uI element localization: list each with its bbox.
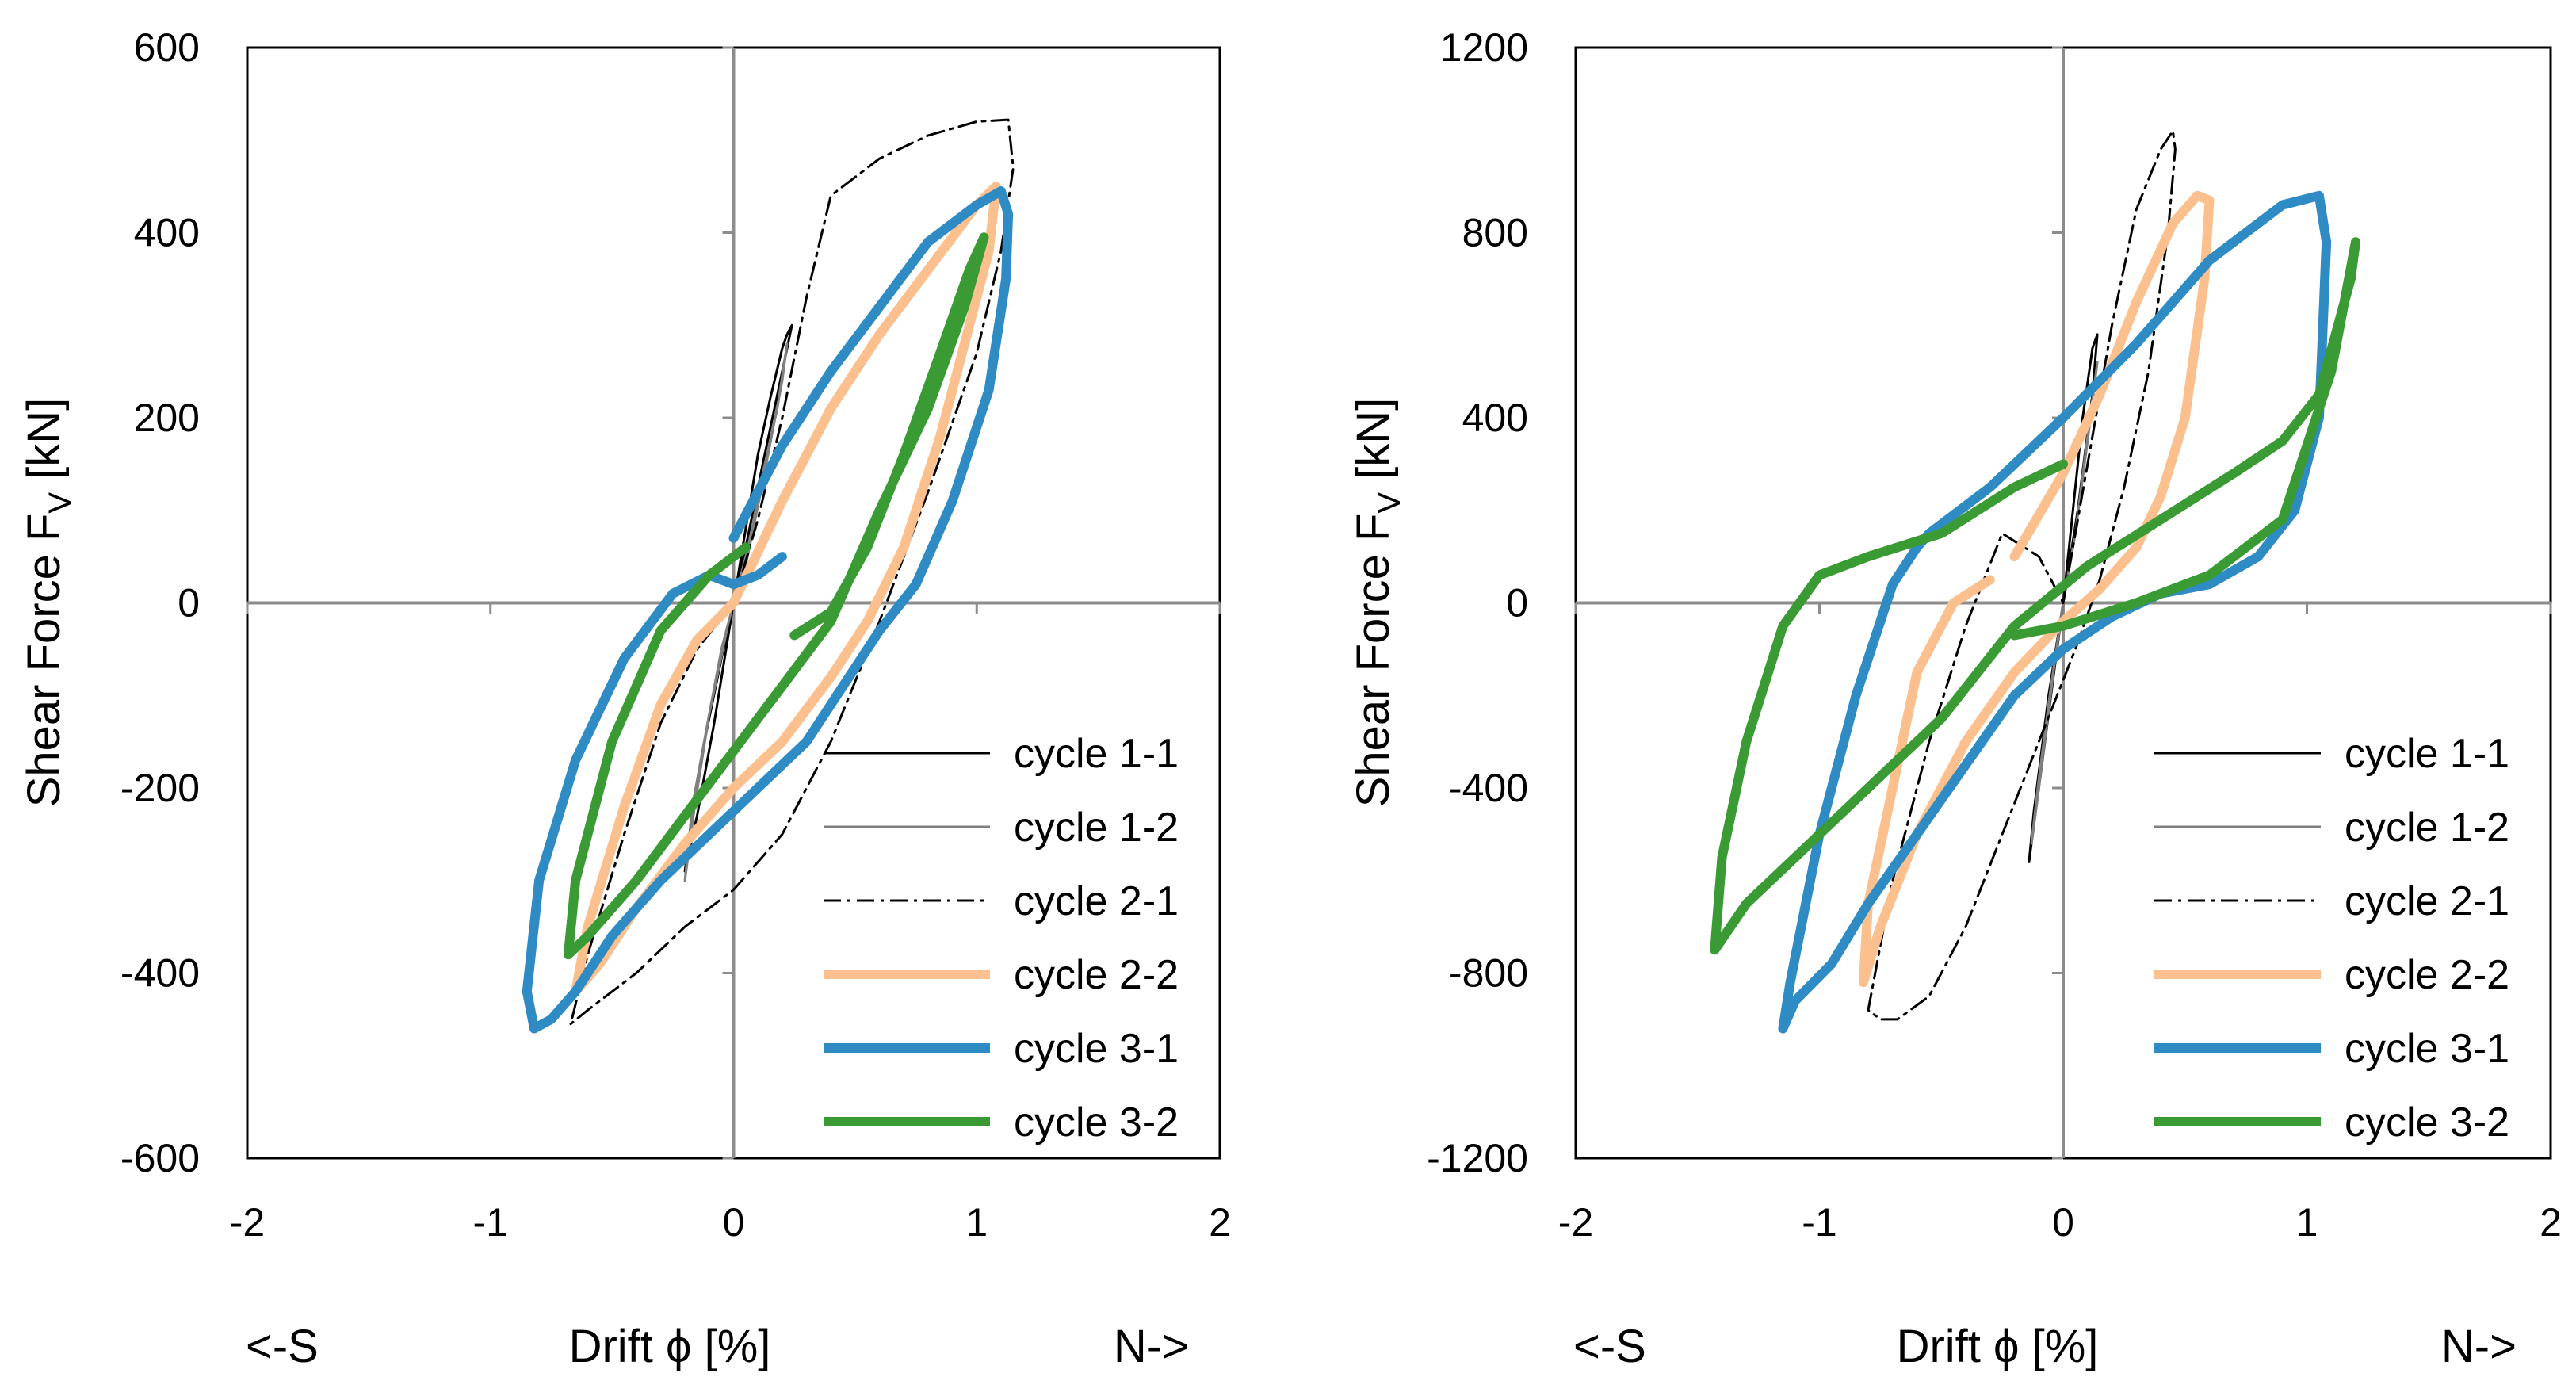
- series-right: [1710, 129, 2360, 1034]
- chart-panel-right: 1200 800 400 0 -400 -800 -1200 -2 -1 0 1 2 cycle 1…: [1347, 25, 2562, 1372]
- y-tick-label: 800: [1462, 211, 1528, 255]
- legend-label: cycle 3-1: [1014, 1026, 1179, 1072]
- series-line-cycle-2-2: [1858, 190, 2215, 988]
- y-tick-label: -200: [120, 766, 200, 810]
- legend-label: cycle 3-2: [2345, 1100, 2509, 1145]
- legend-label: cycle 2-1: [2345, 878, 2509, 924]
- y-tick-label: -800: [1449, 951, 1528, 996]
- y-axis-label-left: Shear Force FV [kN]: [18, 398, 78, 808]
- series-line-cycle-3-1: [1778, 190, 2332, 1034]
- y-tick-label: 1200: [1440, 25, 1528, 70]
- direction-south-left: <-S: [246, 1321, 319, 1372]
- x-tick-label: 1: [2296, 1200, 2318, 1245]
- x-tick-label: 2: [1209, 1200, 1231, 1245]
- y-tick-label: -400: [1449, 766, 1528, 810]
- legend-label: cycle 3-2: [1014, 1100, 1179, 1145]
- y-tick-label: -400: [120, 951, 200, 996]
- y-tick-label: 200: [134, 396, 200, 440]
- x-tick-label: -1: [1802, 1200, 1836, 1245]
- legend-right: cycle 1-1 cycle 1-2 cycle 2-1 cycle 2-2 cycl…: [2154, 731, 2509, 1145]
- legend-label: cycle 2-1: [1014, 878, 1179, 924]
- series-line-cycle-3-2: [1710, 237, 2360, 955]
- y-tick-label: -1200: [1427, 1136, 1528, 1180]
- series-line-cycle-2-2: [571, 182, 1001, 996]
- legend-label: cycle 3-1: [2345, 1026, 2509, 1072]
- y-tick-label: -600: [120, 1136, 200, 1180]
- legend-left: cycle 1-1 cycle 1-2 cycle 2-1 cycle 2-2 cycl…: [824, 731, 1179, 1145]
- x-tick-label: -1: [473, 1200, 508, 1245]
- legend-label: cycle 1-2: [2345, 805, 2509, 851]
- direction-north-left: N->: [1114, 1321, 1189, 1372]
- legend-label: cycle 1-1: [2345, 731, 2509, 777]
- y-tick-label: 400: [1462, 396, 1528, 440]
- x-tick-label: 1: [965, 1200, 988, 1245]
- x-tick-labels-right: -2 -1 0 1 2: [1558, 1200, 2562, 1245]
- x-tick-label: 0: [2052, 1200, 2074, 1245]
- y-tick-label: 0: [1506, 581, 1528, 625]
- x-tick-label: -2: [1558, 1200, 1593, 1245]
- series-line-cycle-3-1: [522, 186, 1014, 1034]
- x-axis-label-left: Drift ϕ [%]: [569, 1321, 771, 1372]
- series-line-cycle-2-1: [1867, 129, 2177, 1021]
- series-line-cycle-3-2: [563, 232, 989, 960]
- y-tick-label: 400: [134, 211, 200, 255]
- y-tick-labels-left: 600 400 200 0 -200 -400 -600: [120, 25, 200, 1180]
- x-tick-label: 2: [2540, 1200, 2562, 1245]
- legend-label: cycle 1-1: [1014, 731, 1179, 777]
- direction-north-right: N->: [2441, 1321, 2517, 1372]
- legend-label: cycle 2-2: [1014, 952, 1179, 998]
- legend-label: cycle 2-2: [2345, 952, 2509, 998]
- x-tick-labels-left: -2 -1 0 1 2: [230, 1200, 1231, 1245]
- x-tick-label: 0: [723, 1200, 745, 1245]
- direction-south-right: <-S: [1573, 1321, 1646, 1372]
- x-axis-label-right: Drift ϕ [%]: [1897, 1321, 2099, 1372]
- y-tick-label: 600: [134, 25, 200, 70]
- chart-panel-left: 600 400 200 0 -200 -400 -600 -2 -1 0 1 2 cycle 1-1…: [18, 25, 1231, 1372]
- legend-label: cycle 1-2: [1014, 805, 1179, 851]
- x-tick-label: -2: [230, 1200, 265, 1245]
- y-tick-label: 0: [178, 581, 200, 625]
- y-axis-label-right: Shear Force FV [kN]: [1347, 398, 1407, 808]
- y-tick-labels-right: 1200 800 400 0 -400 -800 -1200: [1427, 25, 1528, 1180]
- series-line-cycle-2-1: [569, 118, 1015, 1026]
- series-left: [522, 118, 1015, 1034]
